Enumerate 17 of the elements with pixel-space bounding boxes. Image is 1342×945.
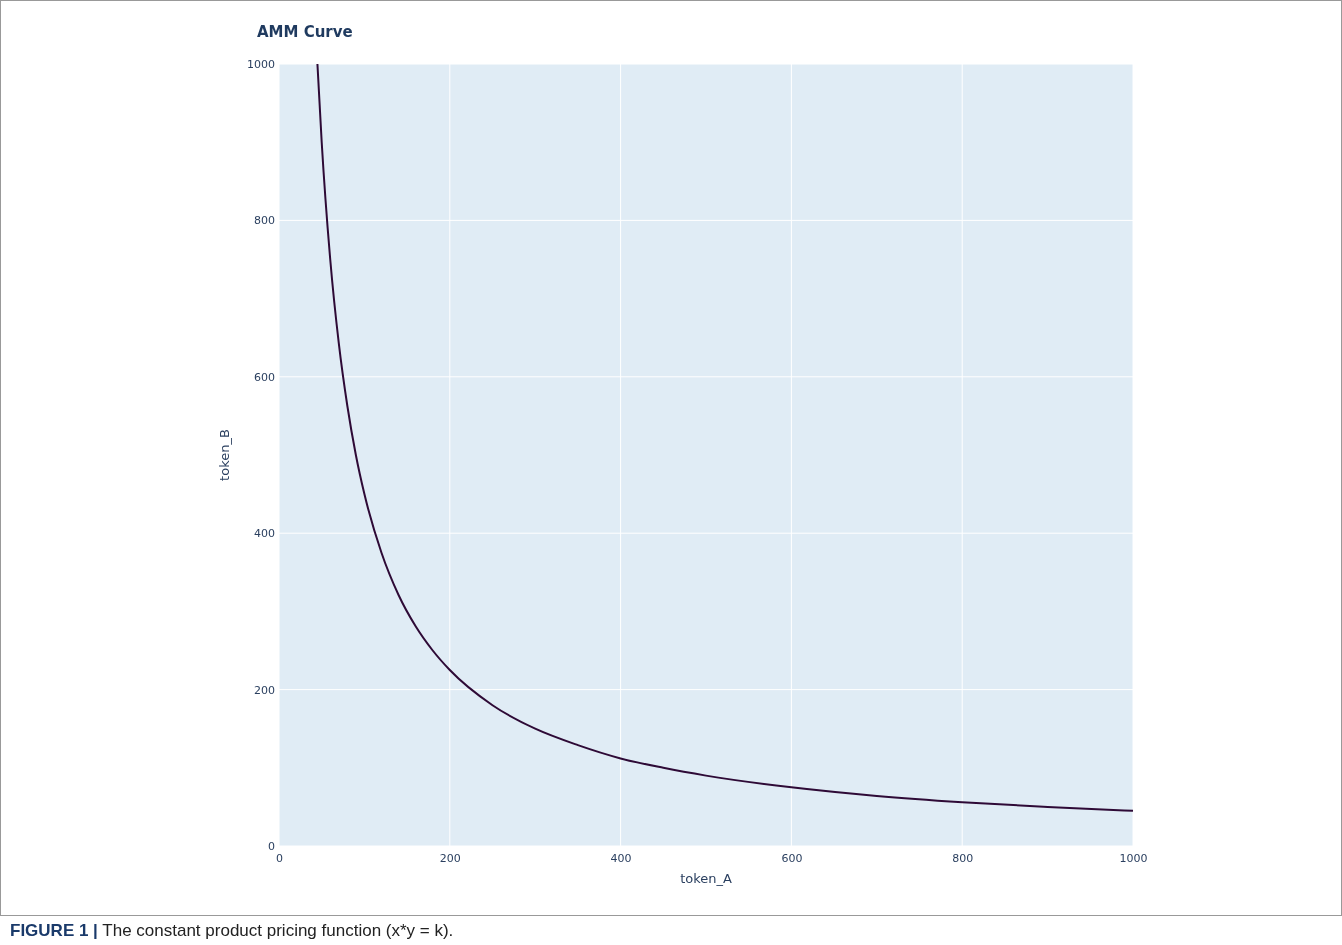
y-tick-label: 800 bbox=[254, 214, 275, 228]
x-tick-label: 200 bbox=[439, 851, 461, 865]
line-series bbox=[316, 63, 1134, 812]
chart-title: AMM Curve bbox=[257, 23, 353, 41]
y-tick-label: 400 bbox=[254, 527, 275, 541]
text: The constant product pricing function (x*y = k). bbox=[97, 921, 454, 940]
y-tick-label: 600 bbox=[254, 370, 275, 384]
x-tick-label: 1000 bbox=[1119, 851, 1148, 865]
y-tick-label: 1000 bbox=[247, 58, 275, 72]
x-axis-title: token_A bbox=[680, 871, 732, 886]
y-axis-title: token_B bbox=[217, 429, 232, 481]
x-tick-label: 800 bbox=[952, 851, 974, 865]
caption: FIGURE 1 | bbox=[10, 921, 98, 940]
x-tick-label: 600 bbox=[781, 851, 803, 865]
x-tick-label: 400 bbox=[610, 851, 632, 865]
y-tick-label: 0 bbox=[268, 840, 275, 854]
y-tick-label: 200 bbox=[254, 683, 275, 697]
